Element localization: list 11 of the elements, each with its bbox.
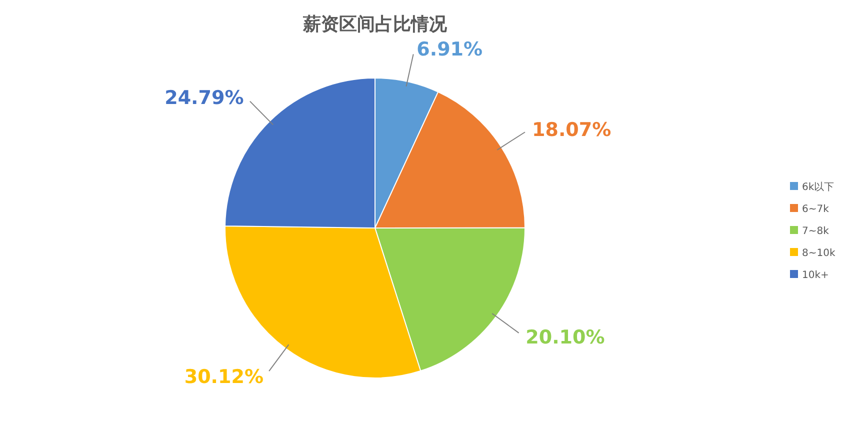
legend-label: 6~7k: [802, 204, 830, 215]
data-label: 20.10%: [526, 326, 605, 348]
legend-label: 7~8k: [802, 226, 830, 237]
legend-label: 8~10k: [802, 248, 836, 259]
data-label: 24.79%: [164, 87, 244, 110]
data-label: 18.07%: [532, 118, 612, 141]
data-label: 30.12%: [184, 366, 264, 388]
legend-label: 6k以下: [802, 181, 834, 193]
chart-title: 薪资区间占比情况: [302, 14, 448, 35]
legend-label: 10k+: [802, 270, 829, 281]
data-label: 6.91%: [416, 38, 483, 60]
